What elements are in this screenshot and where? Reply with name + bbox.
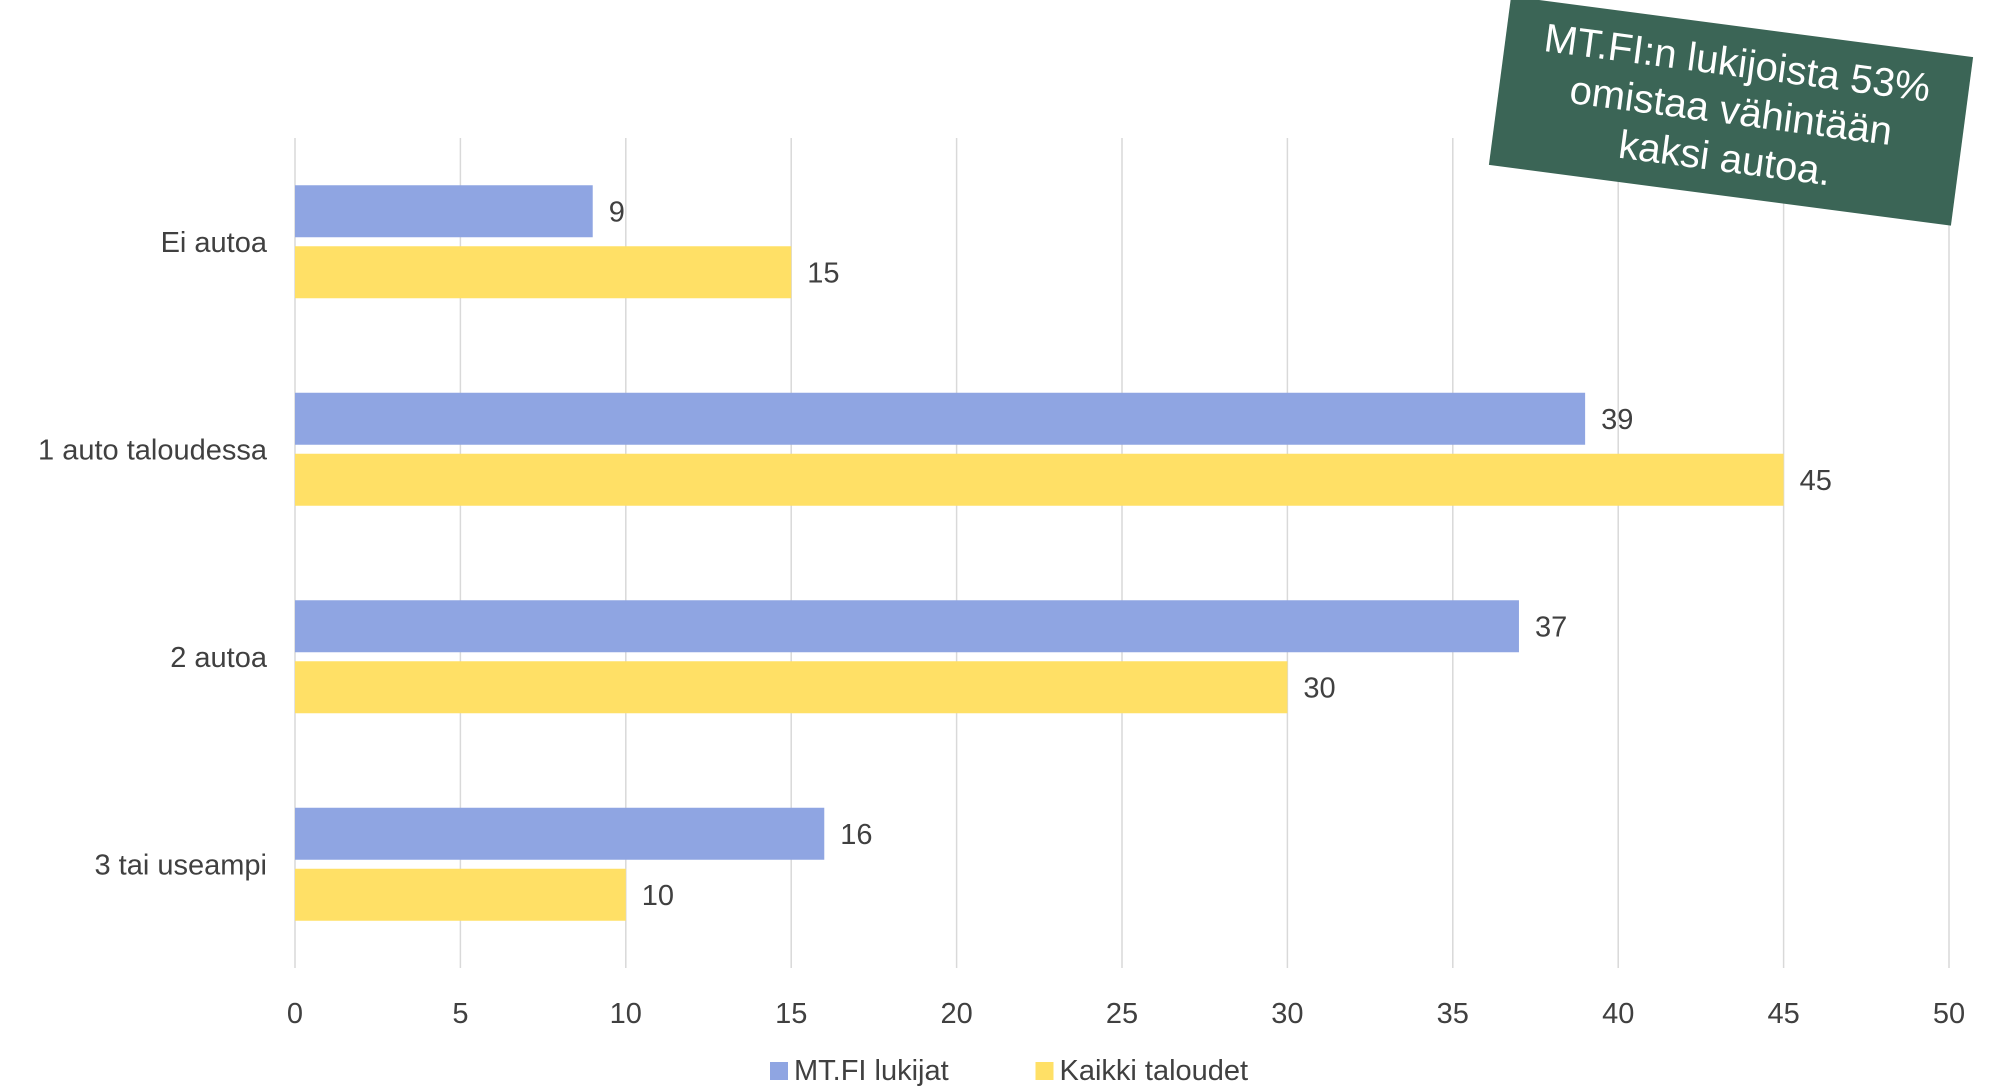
data-label: 37	[1535, 611, 1567, 643]
category-label: Ei autoa	[161, 227, 268, 259]
bar	[295, 600, 1519, 653]
category-label: 2 autoa	[170, 642, 268, 674]
bar	[295, 807, 825, 860]
bar	[295, 453, 1784, 506]
x-tick-label: 45	[1767, 998, 1799, 1030]
labels: 0 5 10 15 20 25 30 35 40 45 50 Ei autoa 9 15 1 auto ta…	[38, 196, 1965, 1030]
bar	[295, 246, 792, 299]
legend-swatch	[1035, 1062, 1054, 1080]
x-tick-label: 25	[1106, 998, 1138, 1030]
bar	[295, 392, 1586, 445]
x-tick-label: 30	[1271, 998, 1303, 1030]
legend-label: MT.FI lukijat	[794, 1055, 949, 1087]
x-tick-label: 35	[1437, 998, 1469, 1030]
data-label: 9	[609, 196, 625, 228]
data-label: 10	[642, 880, 674, 912]
x-tick-label: 5	[452, 998, 468, 1030]
x-tick-label: 15	[775, 998, 807, 1030]
category-label: 1 auto taloudessa	[38, 434, 268, 466]
legend-swatch	[770, 1062, 788, 1080]
x-tick-label: 50	[1933, 998, 1965, 1030]
x-tick-label: 0	[287, 998, 303, 1030]
x-tick-label: 40	[1602, 998, 1634, 1030]
bars	[295, 185, 1784, 921]
legend-label: Kaikki taloudet	[1060, 1055, 1249, 1087]
x-tick-label: 10	[610, 998, 642, 1030]
legend: MT.FI lukijat Kaikki taloudet	[770, 1055, 1248, 1087]
data-label: 30	[1303, 672, 1335, 704]
bar	[295, 185, 593, 238]
data-label: 16	[840, 819, 872, 851]
x-tick-label: 20	[940, 998, 972, 1030]
bar	[295, 868, 626, 921]
data-label: 15	[807, 257, 839, 289]
data-label: 39	[1601, 404, 1633, 436]
data-label: 45	[1800, 465, 1832, 497]
category-label: 3 tai useampi	[95, 849, 268, 881]
bar	[295, 661, 1288, 714]
